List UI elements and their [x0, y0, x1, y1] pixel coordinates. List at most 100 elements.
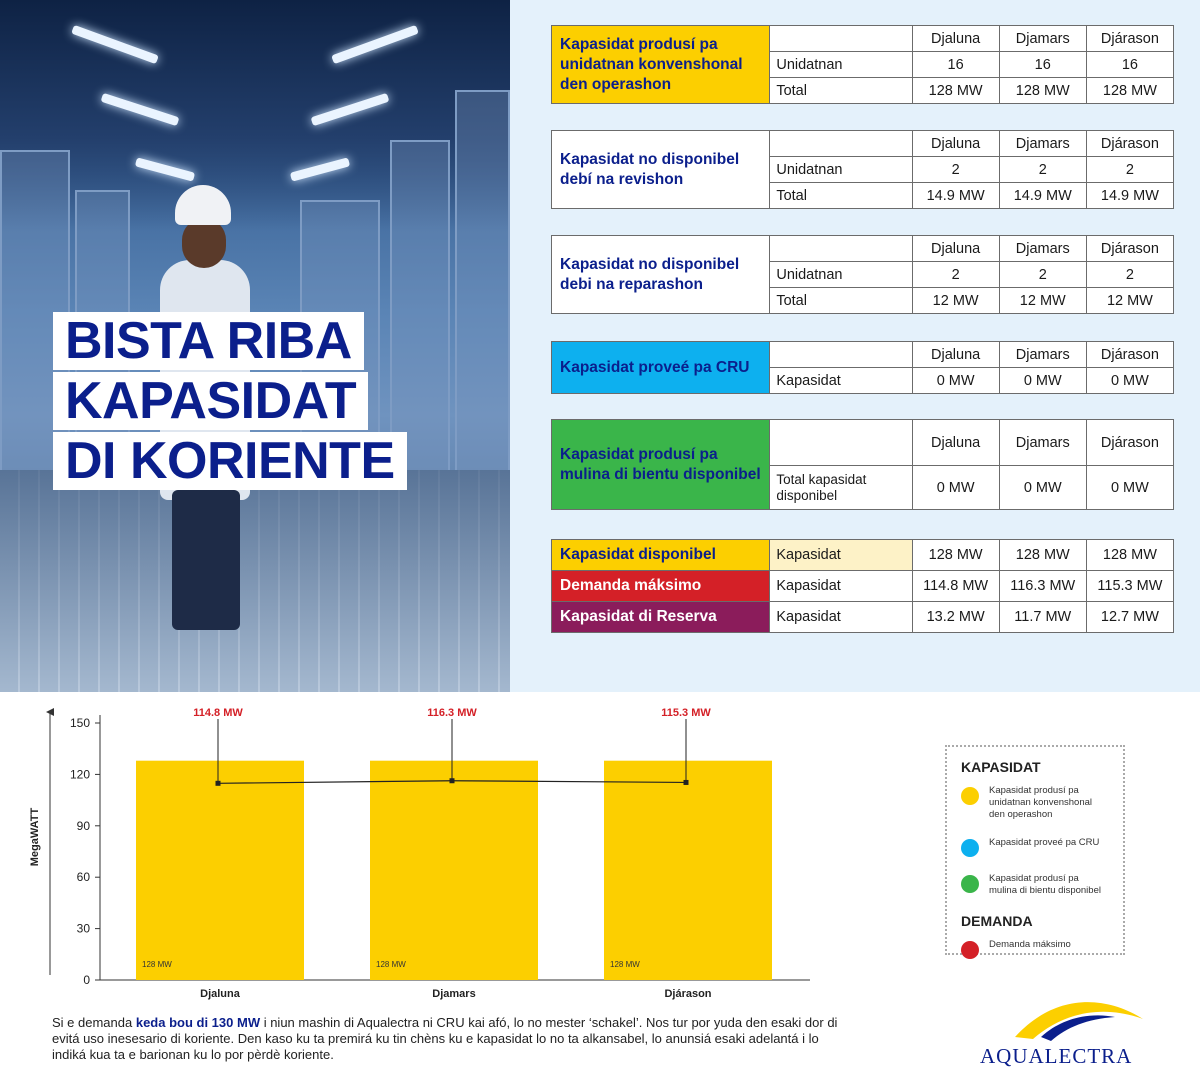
summary-label: Kapasidat disponibel [550, 539, 771, 571]
row-name: Unidatnan [769, 51, 913, 78]
day-header: Djárason [1085, 25, 1175, 52]
legend-item-label: Kapasidat produsí pa mulina di bientu di… [989, 873, 1101, 896]
table-label: Kapasidat produsí pa unidatnan konvensho… [550, 25, 771, 104]
table-label: Kapasidat proveé pa CRU [550, 341, 771, 394]
cell-value: 0 MW [998, 465, 1087, 510]
cell-value: 128 MW [911, 539, 1000, 571]
cell-value: 0 MW [1085, 465, 1175, 510]
bar-label: 128 MW [376, 960, 406, 969]
cell-value: 114.8 MW [911, 570, 1000, 602]
legend-item: Kapasidat produsí pa unidatnan konvensho… [961, 785, 1109, 821]
day-header: Djárason [1085, 341, 1175, 368]
x-tick-label: Djaluna [200, 988, 241, 1000]
cell-value: 0 MW [1085, 367, 1175, 394]
green-dot-icon [961, 875, 979, 893]
cell-value: 128 MW [1085, 77, 1175, 104]
day-header: Djaluna [911, 419, 1000, 466]
summary-label: Demanda máksimo [550, 570, 771, 602]
cell-value: 0 MW [911, 367, 1000, 394]
y-tick-label: 120 [70, 767, 90, 781]
bar [370, 760, 538, 980]
x-tick-label: Djamars [432, 988, 475, 1000]
capacity-chart: MegaWATT 0 30 60 90 120 150 128 MW 128 MW 128 M… [29, 707, 810, 1000]
summary-label: Kapasidat di Reserva [550, 601, 771, 633]
day-header: Djaluna [911, 235, 1000, 262]
demand-point-label: 116.3 MW [427, 707, 477, 719]
cell-value: 16 [911, 51, 1000, 78]
cell-value: 128 MW [998, 77, 1087, 104]
day-header: Djaluna [911, 25, 1000, 52]
demand-point [449, 778, 455, 784]
red-dot-icon [961, 941, 979, 959]
cell-value: 12 MW [998, 287, 1087, 314]
cell-value: 115.3 MW [1085, 570, 1175, 602]
day-header: Djamars [998, 341, 1087, 368]
day-header: Djárason [1085, 235, 1175, 262]
logo-text: AQUALECTRA [980, 1044, 1133, 1068]
row-name: Total [769, 287, 913, 314]
day-header: Djamars [998, 235, 1087, 262]
capacity-table-conventional: Kapasidat produsí pa unidatnan konvensho… [550, 25, 1175, 104]
day-header: Djárason [1085, 419, 1175, 466]
demand-point [683, 779, 689, 785]
demand-point [215, 780, 221, 786]
row-name: Kapasidat [769, 570, 913, 602]
cell-value: 16 [998, 51, 1087, 78]
day-header: Djamars [998, 25, 1087, 52]
cell-value: 0 MW [911, 465, 1000, 510]
y-tick-label: 60 [77, 870, 91, 884]
table-label: Kapasidat no disponibel debí na revishon [550, 130, 771, 209]
row-name: Unidatnan [769, 261, 913, 288]
cell-value: 128 MW [1085, 539, 1175, 571]
row-name: Kapasidat [769, 539, 913, 571]
legend-item: Kapasidat proveé pa CRU [961, 837, 1109, 857]
capacity-tables-panel: Kapasidat produsí pa unidatnan konvensho… [510, 0, 1200, 692]
day-header: Djamars [998, 419, 1087, 466]
summary-table: Kapasidat disponibel Kapasidat 128 MW 12… [550, 539, 1175, 633]
day-header: Djárason [1085, 130, 1175, 157]
chart-legend: KAPASIDAT Kapasidat produsí pa unidatnan… [945, 745, 1125, 959]
cell-value: 2 [911, 156, 1000, 183]
cell-value: 13.2 MW [911, 601, 1000, 633]
cell-value: 116.3 MW [998, 570, 1087, 602]
y-tick-label: 90 [77, 819, 91, 833]
row-name: Total [769, 77, 913, 104]
footnote: Si e demanda keda bou di 130 MW i niun m… [52, 1015, 852, 1063]
title-line-2: KAPASIDAT [53, 372, 369, 430]
cell-value: 2 [998, 156, 1087, 183]
bar [604, 760, 772, 980]
day-header: Djaluna [911, 130, 1000, 157]
cell-value: 14.9 MW [998, 182, 1087, 209]
cell-value: 128 MW [911, 77, 1000, 104]
blue-dot-icon [961, 839, 979, 857]
cell-value: 16 [1085, 51, 1175, 78]
cell-value: 12 MW [1085, 287, 1175, 314]
cell-value: 2 [911, 261, 1000, 288]
y-tick-label: 150 [70, 716, 90, 730]
title-line-3: DI KORIENTE [53, 432, 407, 490]
legend-item-label: Demanda máksimo [989, 939, 1071, 950]
y-tick-label: 30 [77, 922, 91, 936]
legend-item-label: Kapasidat proveé pa CRU [989, 837, 1100, 848]
yellow-dot-icon [961, 787, 979, 805]
capacity-table-wind: Kapasidat produsí pa mulina di bientu di… [550, 419, 1175, 510]
cell-value: 12.7 MW [1085, 601, 1175, 633]
legend-item-label: Kapasidat produsí pa unidatnan konvensho… [989, 785, 1093, 820]
cell-value: 11.7 MW [998, 601, 1087, 633]
cell-value: 2 [998, 261, 1087, 288]
row-name: Kapasidat [769, 367, 913, 394]
y-tick-label: 0 [83, 973, 90, 987]
note-highlight: keda bou di 130 MW [135, 1015, 261, 1030]
bar [136, 760, 304, 980]
table-label: Kapasidat produsí pa mulina di bientu di… [550, 419, 771, 510]
cell-value: 14.9 MW [911, 182, 1000, 209]
capacity-table-revision: Kapasidat no disponibel debí na revishon… [550, 130, 1175, 209]
legend-item: Demanda máksimo [961, 939, 1109, 959]
cell-value: 2 [1085, 156, 1175, 183]
cell-value: 12 MW [911, 287, 1000, 314]
note-text: i niun mashin di Aqualectra ni CRU kai a… [52, 1015, 838, 1062]
cell-value: 2 [1085, 261, 1175, 288]
demand-point-label: 114.8 MW [193, 707, 243, 719]
row-name: Total [769, 182, 913, 209]
